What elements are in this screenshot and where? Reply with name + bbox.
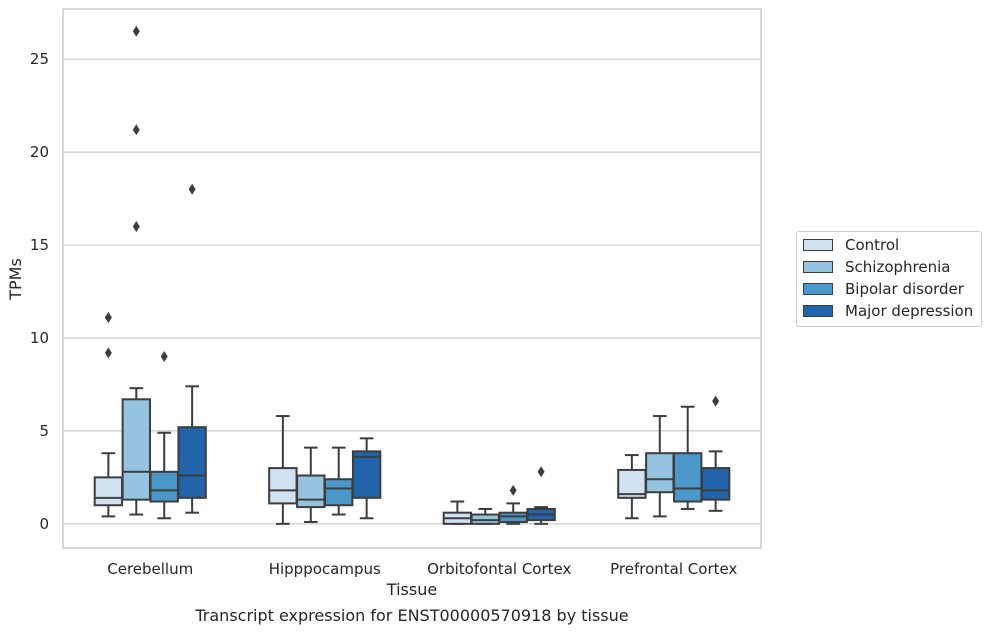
y-axis-label: TPMs xyxy=(6,258,25,301)
y-tick-label: 25 xyxy=(30,50,49,68)
box-iqr xyxy=(324,478,354,507)
outlier-point xyxy=(712,395,720,407)
box-group xyxy=(700,395,731,512)
outlier-point xyxy=(537,466,545,478)
box-iqr xyxy=(645,452,675,494)
legend-label-control: Control xyxy=(845,236,900,254)
x-tick-label: Hipppocampus xyxy=(269,560,381,578)
legend-item-major-depression: Major depression xyxy=(803,301,973,321)
legend-label-major-depression: Major depression xyxy=(845,302,974,320)
legend-item-control: Control xyxy=(803,235,899,255)
box-group xyxy=(526,466,556,525)
outlier-point xyxy=(509,484,517,496)
box-iqr xyxy=(296,474,326,509)
box-iqr xyxy=(177,426,207,499)
box-iqr xyxy=(93,476,124,507)
y-tick-label: 10 xyxy=(30,329,49,347)
chart-caption: Transcript expression for ENST0000057091… xyxy=(195,606,629,625)
box-group xyxy=(351,437,382,520)
box-group xyxy=(121,25,151,516)
legend-swatch-major-depression xyxy=(803,305,833,317)
outlier-point xyxy=(104,347,112,359)
box-group xyxy=(268,415,298,525)
plot-frame xyxy=(62,8,762,549)
box-iqr xyxy=(149,470,179,503)
outlier-point xyxy=(104,312,112,324)
y-tick-label: 0 xyxy=(39,515,49,533)
legend-item-bipolar-disorder: Bipolar disorder xyxy=(803,279,964,299)
legend-swatch-control xyxy=(803,239,833,251)
box-group xyxy=(177,183,207,514)
box-group xyxy=(470,507,500,525)
legend: Control Schizophrenia Bipolar disorder M… xyxy=(796,231,982,327)
outlier-point xyxy=(132,220,140,232)
x-tick-label: Orbitofontal Cortex xyxy=(427,560,571,578)
box-iqr xyxy=(121,398,151,501)
legend-swatch-bipolar-disorder xyxy=(803,283,833,295)
y-tick-label: 5 xyxy=(39,422,49,440)
legend-item-schizophrenia: Schizophrenia xyxy=(803,257,950,277)
outlier-point xyxy=(132,25,140,37)
outlier-point xyxy=(132,124,140,136)
x-tick-label: Prefrontal Cortex xyxy=(610,560,737,578)
box-group xyxy=(296,446,326,523)
x-axis-label: Tissue xyxy=(386,580,437,599)
box-group xyxy=(673,405,703,510)
box-iqr xyxy=(268,467,298,505)
box-iqr xyxy=(673,452,703,503)
box-iqr xyxy=(700,467,731,501)
box-group xyxy=(498,484,528,525)
x-tick-label: Cerebellum xyxy=(107,560,193,578)
box-group xyxy=(617,454,647,520)
y-tick-label: 15 xyxy=(30,236,49,254)
outlier-point xyxy=(160,351,168,363)
box-iqr xyxy=(351,450,382,499)
legend-swatch-schizophrenia xyxy=(803,261,833,273)
outlier-point xyxy=(188,183,196,195)
y-tick-label: 20 xyxy=(30,143,49,161)
box-group xyxy=(645,415,675,518)
legend-label-schizophrenia: Schizophrenia xyxy=(845,258,951,276)
legend-label-bipolar-disorder: Bipolar disorder xyxy=(845,280,964,298)
